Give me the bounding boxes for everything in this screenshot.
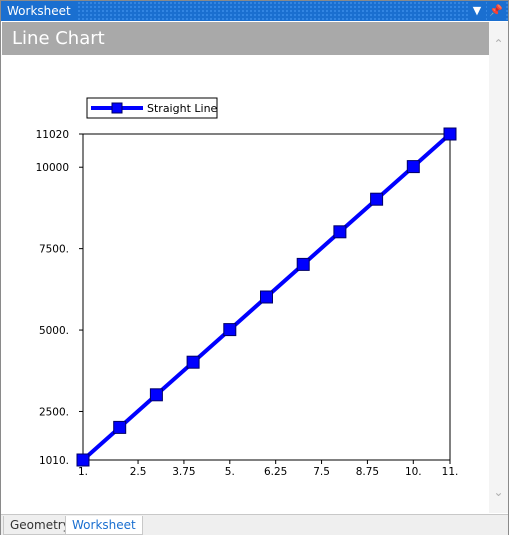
x-tick-label-3: 5. <box>225 466 235 478</box>
window-titlebar: Worksheet ▼ 📌 <box>1 1 508 21</box>
data-point-0-9 <box>406 160 420 174</box>
x-tick-label-7: 10. <box>405 466 422 478</box>
y-tick-label-5: 11020 <box>36 129 69 141</box>
data-point-0-0 <box>76 453 90 467</box>
x-tick-label-1: 2.5 <box>130 466 147 478</box>
line-chart: 1. 2.5 3.75 5. 6.25 7.5 8.75 10. 11. 1010. 2500. 50… <box>36 97 459 478</box>
x-tick-label-5: 7.5 <box>313 466 330 478</box>
data-point-0-3 <box>186 355 200 369</box>
y-tick-label-2: 5000. <box>39 325 69 337</box>
scroll-up-icon[interactable]: ⌃ <box>493 37 504 51</box>
data-point-0-8 <box>370 192 384 206</box>
y-tick-label-1: 2500. <box>39 406 69 418</box>
data-point-0-5 <box>260 290 273 304</box>
scroll-down-icon[interactable]: ⌄ <box>493 485 504 499</box>
y-tick-label-4: 10000 <box>36 162 69 174</box>
x-tick-label-0: 1. <box>78 466 88 478</box>
chart-area: 1. 2.5 3.75 5. 6.25 7.5 8.75 10. 11. 1010. 2500. 50… <box>2 55 489 513</box>
data-point-0-6 <box>296 257 310 271</box>
legend-label: Straight Line <box>147 102 218 115</box>
y-tick-label-0: 1010. <box>39 455 69 467</box>
window-title: Worksheet <box>1 1 77 21</box>
header-title: Line Chart <box>12 28 105 49</box>
tab-strip: Geometry Worksheet <box>1 514 508 535</box>
dropdown-icon[interactable]: ▼ <box>468 1 486 21</box>
chart-header: Line Chart <box>2 22 489 55</box>
x-tick-label-2: 3.75 <box>172 466 195 478</box>
data-point-0-1 <box>113 420 127 434</box>
data-point-0-7 <box>333 225 347 239</box>
plot-frame <box>82 133 451 461</box>
vertical-scrollbar[interactable]: ⌃ ⌄ <box>489 22 508 513</box>
x-tick-label-8: 11. <box>442 466 459 478</box>
tab-worksheet[interactable]: Worksheet <box>65 516 143 535</box>
y-tick-label-3: 7500. <box>39 244 69 256</box>
legend-marker <box>111 102 123 114</box>
x-tick-label-4: 6.25 <box>264 466 287 478</box>
data-point-0-10 <box>443 127 457 141</box>
x-tick-label-6: 8.75 <box>356 466 379 478</box>
data-point-0-4 <box>223 323 237 337</box>
data-point-0-2 <box>149 388 163 402</box>
pin-icon[interactable]: 📌 <box>487 1 505 21</box>
